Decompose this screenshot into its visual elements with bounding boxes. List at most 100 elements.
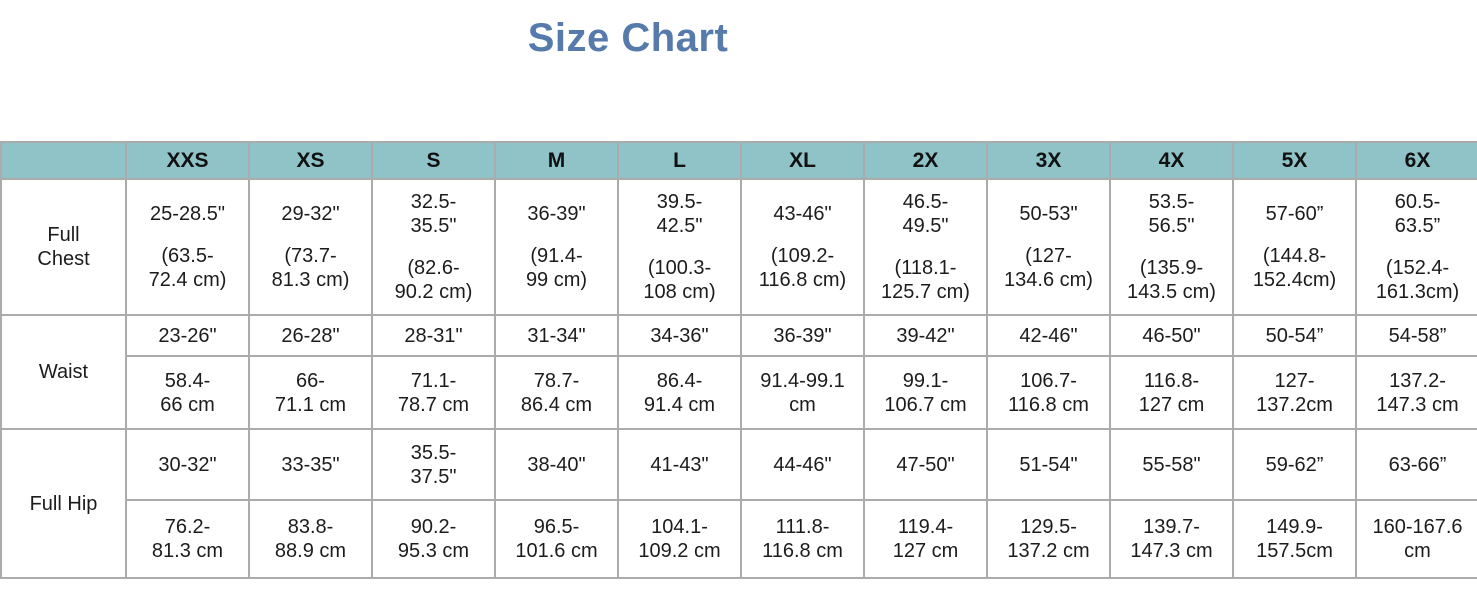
size-column-header-l: L [617, 141, 742, 180]
chest-cm: (118.1- 125.7 cm) [881, 257, 970, 303]
chest-cm: (144.8- 152.4cm) [1252, 245, 1337, 291]
waist-cm-cell: 71.1- 78.7 cm [371, 355, 496, 430]
hip-inches-cell: 35.5- 37.5" [371, 428, 496, 501]
hip-cm-cell: 111.8- 116.8 cm [740, 499, 865, 579]
waist-inches-cell: 34-36" [617, 314, 742, 357]
page-title: Size Chart [527, 16, 729, 60]
chest-cell: 46.5- 49.5" (118.1- 125.7 cm) [863, 178, 988, 316]
waist-inches-cell: 28-31" [371, 314, 496, 357]
waist-cm-row: 58.4- 66 cm 66- 71.1 cm 71.1- 78.7 cm 78… [1, 355, 1477, 430]
hip-cm-cell: 149.9- 157.5cm [1232, 499, 1357, 579]
size-column-header-6x: 6X [1355, 141, 1477, 180]
chest-cell: 57-60” (144.8- 152.4cm) [1232, 178, 1357, 316]
size-header-row: XXS XS S M L XL 2X 3X 4X 5X 6X [0, 141, 1477, 180]
chest-cm: (127- 134.6 cm) [1004, 245, 1093, 291]
waist-inches-cell: 46-50" [1109, 314, 1234, 357]
waist-cm-cell: 58.4- 66 cm [125, 355, 250, 430]
chest-cell: 60.5- 63.5” (152.4- 161.3cm) [1355, 178, 1477, 316]
waist-cm-cell: 91.4-99.1 cm [740, 355, 865, 430]
chest-inches: 32.5- 35.5" [410, 191, 457, 237]
chest-cell: 32.5- 35.5" (82.6- 90.2 cm) [371, 178, 496, 316]
size-column-header-2x: 2X [863, 141, 988, 180]
size-chart-table: XXS XS S M L XL 2X 3X 4X 5X 6X Full Ches… [0, 141, 1477, 579]
chest-cm: (63.5- 72.4 cm) [148, 245, 227, 291]
hip-cm-cell: 119.4- 127 cm [863, 499, 988, 579]
hip-cm-row: 76.2- 81.3 cm 83.8- 88.9 cm 90.2- 95.3 c… [1, 499, 1477, 579]
waist-inches-cell: 23-26" [125, 314, 250, 357]
chest-inches: 39.5- 42.5" [656, 191, 703, 237]
chest-cell: 39.5- 42.5" (100.3- 108 cm) [617, 178, 742, 316]
hip-cm-cell: 96.5- 101.6 cm [494, 499, 619, 579]
hip-inches-cell: 30-32" [125, 428, 250, 501]
row-label-full-hip: Full Hip [0, 428, 127, 579]
chest-inches: 36-39" [527, 203, 586, 225]
hip-inches-cell: 59-62” [1232, 428, 1357, 501]
hip-inches-cell: 38-40" [494, 428, 619, 501]
full-chest-row: Full Chest 25-28.5" (63.5- 72.4 cm) 29-32… [0, 178, 1477, 316]
hip-inches-cell: 55-58" [1109, 428, 1234, 501]
waist-inches-row: Waist 23-26" 26-28" 28-31" 31-34" 34-36"… [0, 314, 1477, 430]
chest-inches: 57-60” [1265, 203, 1324, 225]
hip-cm-cell: 90.2- 95.3 cm [371, 499, 496, 579]
corner-cell [0, 141, 127, 180]
hip-inches-cell: 63-66” [1355, 428, 1477, 501]
hip-cm-cell: 139.7- 147.3 cm [1109, 499, 1234, 579]
waist-inches-cell: 36-39" [740, 314, 865, 357]
hip-inches-cell: 41-43" [617, 428, 742, 501]
chest-cm: (73.7- 81.3 cm) [271, 245, 350, 291]
waist-inches-cell: 31-34" [494, 314, 619, 357]
chest-cm: (91.4- 99 cm) [525, 245, 588, 291]
chest-cell: 25-28.5" (63.5- 72.4 cm) [125, 178, 250, 316]
hip-cm-cell: 129.5- 137.2 cm [986, 499, 1111, 579]
chest-cell: 36-39" (91.4- 99 cm) [494, 178, 619, 316]
waist-cm-cell: 99.1- 106.7 cm [863, 355, 988, 430]
hip-inches-cell: 33-35" [248, 428, 373, 501]
size-column-header-s: S [371, 141, 496, 180]
size-column-header-4x: 4X [1109, 141, 1234, 180]
chest-inches: 50-53" [1019, 203, 1078, 225]
chest-cell: 50-53" (127- 134.6 cm) [986, 178, 1111, 316]
chest-cm: (100.3- 108 cm) [643, 257, 716, 303]
chest-cm: (109.2- 116.8 cm) [758, 245, 847, 291]
chest-cell: 53.5- 56.5" (135.9- 143.5 cm) [1109, 178, 1234, 316]
chest-cm: (152.4- 161.3cm) [1375, 257, 1460, 303]
chest-cm: (135.9- 143.5 cm) [1127, 257, 1216, 303]
waist-cm-cell: 127- 137.2cm [1232, 355, 1357, 430]
hip-inches-row: Full Hip 30-32" 33-35" 35.5- 37.5" 38-40… [0, 428, 1477, 579]
size-column-header-xxs: XXS [125, 141, 250, 180]
hip-inches-cell: 44-46" [740, 428, 865, 501]
row-label-full-chest: Full Chest [0, 178, 127, 316]
waist-cm-cell: 86.4- 91.4 cm [617, 355, 742, 430]
chest-cell: 29-32" (73.7- 81.3 cm) [248, 178, 373, 316]
waist-inches-cell: 54-58” [1355, 314, 1477, 357]
hip-cm-cell: 76.2- 81.3 cm [125, 499, 250, 579]
waist-inches-cell: 39-42" [863, 314, 988, 357]
chest-cell: 43-46" (109.2- 116.8 cm) [740, 178, 865, 316]
waist-inches-cell: 42-46" [986, 314, 1111, 357]
page-header: Size Chart [0, 0, 1256, 62]
chest-inches: 60.5- 63.5” [1394, 191, 1441, 237]
size-column-header-3x: 3X [986, 141, 1111, 180]
waist-inches-cell: 50-54” [1232, 314, 1357, 357]
hip-cm-cell: 160-167.6 cm [1355, 499, 1477, 579]
size-column-header-5x: 5X [1232, 141, 1357, 180]
row-label-waist: Waist [0, 314, 127, 430]
waist-cm-cell: 66- 71.1 cm [248, 355, 373, 430]
hip-inches-cell: 47-50" [863, 428, 988, 501]
chest-inches: 29-32" [281, 203, 340, 225]
hip-cm-cell: 83.8- 88.9 cm [248, 499, 373, 579]
size-column-header-xs: XS [248, 141, 373, 180]
chest-inches: 53.5- 56.5" [1148, 191, 1195, 237]
waist-cm-cell: 137.2- 147.3 cm [1355, 355, 1477, 430]
chest-cm: (82.6- 90.2 cm) [394, 257, 473, 303]
waist-inches-cell: 26-28" [248, 314, 373, 357]
chest-inches: 46.5- 49.5" [902, 191, 949, 237]
size-column-header-xl: XL [740, 141, 865, 180]
size-column-header-m: M [494, 141, 619, 180]
waist-cm-cell: 78.7- 86.4 cm [494, 355, 619, 430]
chest-inches: 43-46" [773, 203, 832, 225]
hip-cm-cell: 104.1- 109.2 cm [617, 499, 742, 579]
chest-inches: 25-28.5" [150, 203, 225, 225]
waist-cm-cell: 116.8- 127 cm [1109, 355, 1234, 430]
hip-inches-cell: 51-54" [986, 428, 1111, 501]
